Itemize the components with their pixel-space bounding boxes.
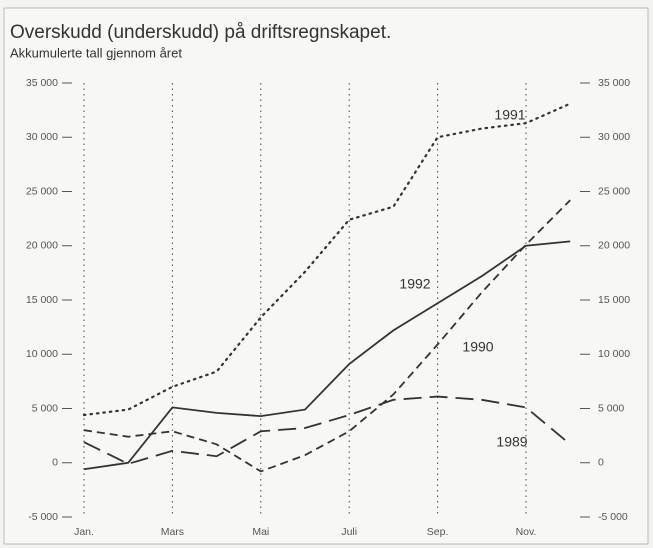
series-label: 1990 (462, 339, 493, 355)
y2-tick-label: 30 000 (598, 131, 630, 143)
y-tick-label: 20 000 (26, 240, 58, 252)
x-tick-label: Mai (252, 526, 269, 538)
y-tick-label: 10 000 (26, 348, 58, 360)
series-label: 1992 (399, 276, 430, 292)
y2-tick-label: 15 000 (598, 294, 630, 306)
y-tick-label: 15 000 (26, 294, 58, 306)
y-tick-label: 0 (52, 457, 58, 469)
y2-tick-label: 35 000 (598, 77, 630, 89)
y2-tick-label: 5 000 (598, 402, 624, 414)
chart-title: Overskudd (underskudd) på driftsregnskap… (10, 22, 391, 43)
x-tick-label: Juli (341, 526, 357, 538)
y2-tick-label: 25 000 (598, 185, 630, 197)
x-tick-label: Sep. (427, 526, 449, 538)
frame (3, 7, 649, 545)
series-line (83, 395, 571, 465)
series-line (83, 240, 571, 471)
y2-tick-label: 0 (598, 457, 604, 469)
series-line (82, 102, 572, 417)
y-tick-label: 25 000 (26, 185, 58, 197)
x-tick-label: Mars (161, 526, 184, 538)
series-label: 1991 (494, 107, 525, 123)
y-tick-label: -5 000 (28, 511, 58, 523)
x-tick-label: Nov. (516, 526, 537, 538)
y-tick-label: 30 000 (26, 131, 58, 143)
y2-tick-label: 20 000 (598, 240, 630, 252)
x-tick-label: Jan. (74, 526, 94, 538)
series-label: 1989 (496, 434, 527, 450)
chart-subtitle: Akkumulerte tall gjennom året (10, 45, 182, 60)
y2-tick-label: -5 000 (598, 511, 628, 523)
series-line (83, 199, 571, 473)
y2-tick-label: 10 000 (598, 348, 630, 360)
y-tick-label: 5 000 (32, 402, 58, 414)
y-tick-label: 35 000 (26, 77, 58, 89)
